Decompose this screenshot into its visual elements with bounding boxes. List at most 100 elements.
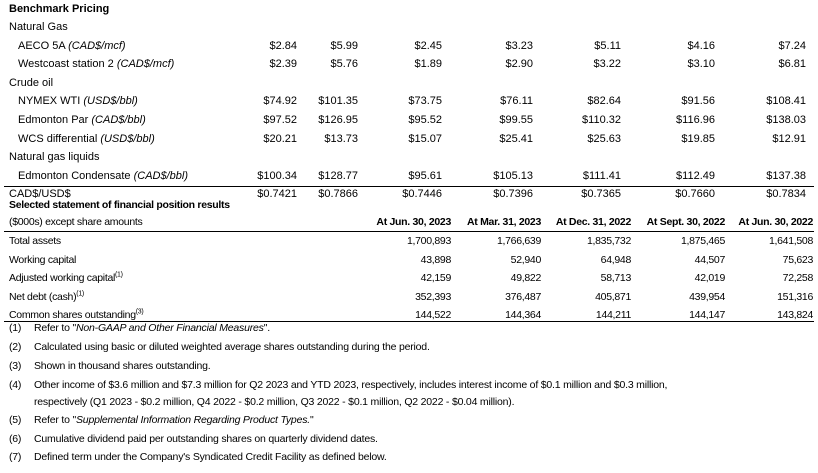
value-cell: 376,487 <box>505 290 541 303</box>
benchmark-title-row: Benchmark Pricing <box>0 0 818 18</box>
divider <box>4 321 814 322</box>
column-header: At Jun. 30, 2022 <box>738 216 813 228</box>
unit-text: (USD$/bbl) <box>100 132 155 145</box>
table-row: Working capital 43,898 52,940 64,948 44,507 7… <box>0 251 818 269</box>
value-cell: $25.63 <box>587 132 621 145</box>
value-cell: $0.7660 <box>675 188 715 201</box>
value-cell: $3.23 <box>505 39 533 52</box>
footnote-post: " <box>309 414 314 426</box>
value-cell: 352,393 <box>415 290 451 303</box>
footnote-number: (3) <box>9 360 22 372</box>
value-cell: 64,948 <box>600 253 632 266</box>
row-label: WCS differential (USD$/bbl) <box>18 130 155 148</box>
value-cell: $5.76 <box>330 58 358 71</box>
value-cell: $82.64 <box>587 95 621 108</box>
value-cell: 143,824 <box>777 309 813 321</box>
footnote-pre: Refer to " <box>34 322 76 334</box>
value-cell: $2.84 <box>269 39 297 52</box>
row-label: Common shares outstanding(3) <box>9 306 144 324</box>
benchmark-title: Benchmark Pricing <box>9 3 110 15</box>
value-cell: $5.99 <box>330 39 358 52</box>
value-cell: $110.32 <box>582 114 621 126</box>
value-cell: $0.7421 <box>257 188 297 201</box>
table-row: Net debt (cash)(1) 352,393 376,487 405,871 4… <box>0 288 818 306</box>
row-label: Natural gas liquids <box>9 148 100 166</box>
footnote-post: ". <box>263 322 270 334</box>
label-text: Crude oil <box>9 76 54 89</box>
value-cell: 151,316 <box>777 290 813 303</box>
value-cell: 144,147 <box>689 309 725 321</box>
group-row: CAD$/USD$ $0.7421 $0.7866 $0.7446 $0.7396 $0.… <box>0 185 818 203</box>
footnote-text: Other income of $3.6 million and $7.3 mi… <box>34 377 667 411</box>
footnote-text: Shown in thousand shares outstanding. <box>34 358 211 375</box>
value-cell: $2.90 <box>505 58 533 71</box>
row-label: Adjusted working capital(1) <box>9 269 123 287</box>
label-text: Edmonton Condensate <box>18 169 134 182</box>
row-label: CAD$/USD$ <box>9 185 71 203</box>
value-cell: $6.81 <box>778 58 806 71</box>
value-cell: $126.95 <box>318 114 358 126</box>
value-cell: $0.7866 <box>318 188 358 201</box>
table-row: Westcoast station 2 (CAD$/mcf) $2.39 $5.76… <box>0 55 818 73</box>
value-cell: 49,822 <box>510 272 542 284</box>
value-cell: $128.77 <box>318 169 358 182</box>
footnote-number: (5) <box>9 414 22 426</box>
value-cell: 144,211 <box>595 309 631 321</box>
footnote-number: (1) <box>9 322 22 334</box>
footnote-ref: (1) <box>115 271 123 279</box>
table-row: Edmonton Par (CAD$/bbl) $97.52 $126.95 $95.… <box>0 111 818 129</box>
value-cell: 42,159 <box>420 272 452 284</box>
unit-text: (CAD$/bbl) <box>133 169 188 182</box>
value-cell: $4.16 <box>687 39 715 52</box>
row-label: Working capital <box>9 251 76 269</box>
label-text: Total assets <box>9 235 61 247</box>
value-cell: $3.10 <box>687 58 715 71</box>
label-text: Edmonton Par <box>18 114 92 126</box>
footnote-pre: Defined term under the Company's Syndica… <box>34 451 387 463</box>
value-cell: $0.7834 <box>766 188 806 201</box>
label-text: NYMEX WTI <box>18 95 84 108</box>
footnote-number: (6) <box>9 433 22 445</box>
value-cell: $138.03 <box>766 114 806 126</box>
footnote-italic: Supplemental Information Regarding Produ… <box>76 414 310 426</box>
footnote-italic: Non-GAAP and Other Financial Measures <box>76 322 264 334</box>
label-text: Natural gas liquids <box>9 151 100 164</box>
label-text: WCS differential <box>18 132 101 145</box>
footnote-text: Calculated using basic or diluted weight… <box>34 339 430 356</box>
table-row: Total assets 1,700,893 1,766,639 1,835,732 1… <box>0 232 818 250</box>
value-cell: $0.7365 <box>581 188 621 201</box>
value-cell: $137.38 <box>766 169 806 182</box>
row-label: Edmonton Par (CAD$/bbl) <box>18 111 146 129</box>
value-cell: $5.11 <box>594 39 621 52</box>
footnote-pre: Shown in thousand shares outstanding. <box>34 360 211 372</box>
value-cell: 52,940 <box>510 253 542 266</box>
value-cell: 144,364 <box>505 309 541 321</box>
value-cell: 75,623 <box>782 253 814 266</box>
unit-text: (USD$/bbl) <box>83 95 138 108</box>
row-label: Total assets <box>9 232 61 250</box>
group-row: Crude oil <box>0 74 818 92</box>
value-cell: $111.41 <box>582 169 621 182</box>
value-cell: $105.13 <box>493 169 533 182</box>
unit-text: (CAD$/mcf) <box>116 58 175 71</box>
value-cell: $19.85 <box>681 132 715 145</box>
value-cell: 44,507 <box>694 253 726 266</box>
value-cell: $76.11 <box>500 95 533 108</box>
footnote-pre: Cumulative dividend paid per outstanding… <box>34 433 378 445</box>
position-subtitle: ($000s) except share amounts <box>9 216 143 228</box>
value-cell: $15.07 <box>408 132 442 145</box>
value-cell: $12.91 <box>772 132 806 145</box>
value-cell: $74.92 <box>263 95 297 108</box>
value-cell: $0.7446 <box>402 188 442 201</box>
unit-text: (CAD$/bbl) <box>91 114 146 126</box>
value-cell: $91.56 <box>681 95 715 108</box>
row-label: Net debt (cash)(1) <box>9 288 84 306</box>
value-cell: $7.24 <box>778 39 806 52</box>
label-text: Net debt (cash) <box>9 290 77 303</box>
footnote-number: (2) <box>9 341 22 353</box>
table-row: Edmonton Condensate (CAD$/bbl) $100.34 $12… <box>0 167 818 185</box>
value-cell: 1,766,639 <box>496 235 541 247</box>
row-label: AECO 5A (CAD$/mcf) <box>18 37 126 55</box>
value-cell: 58,713 <box>600 272 632 284</box>
